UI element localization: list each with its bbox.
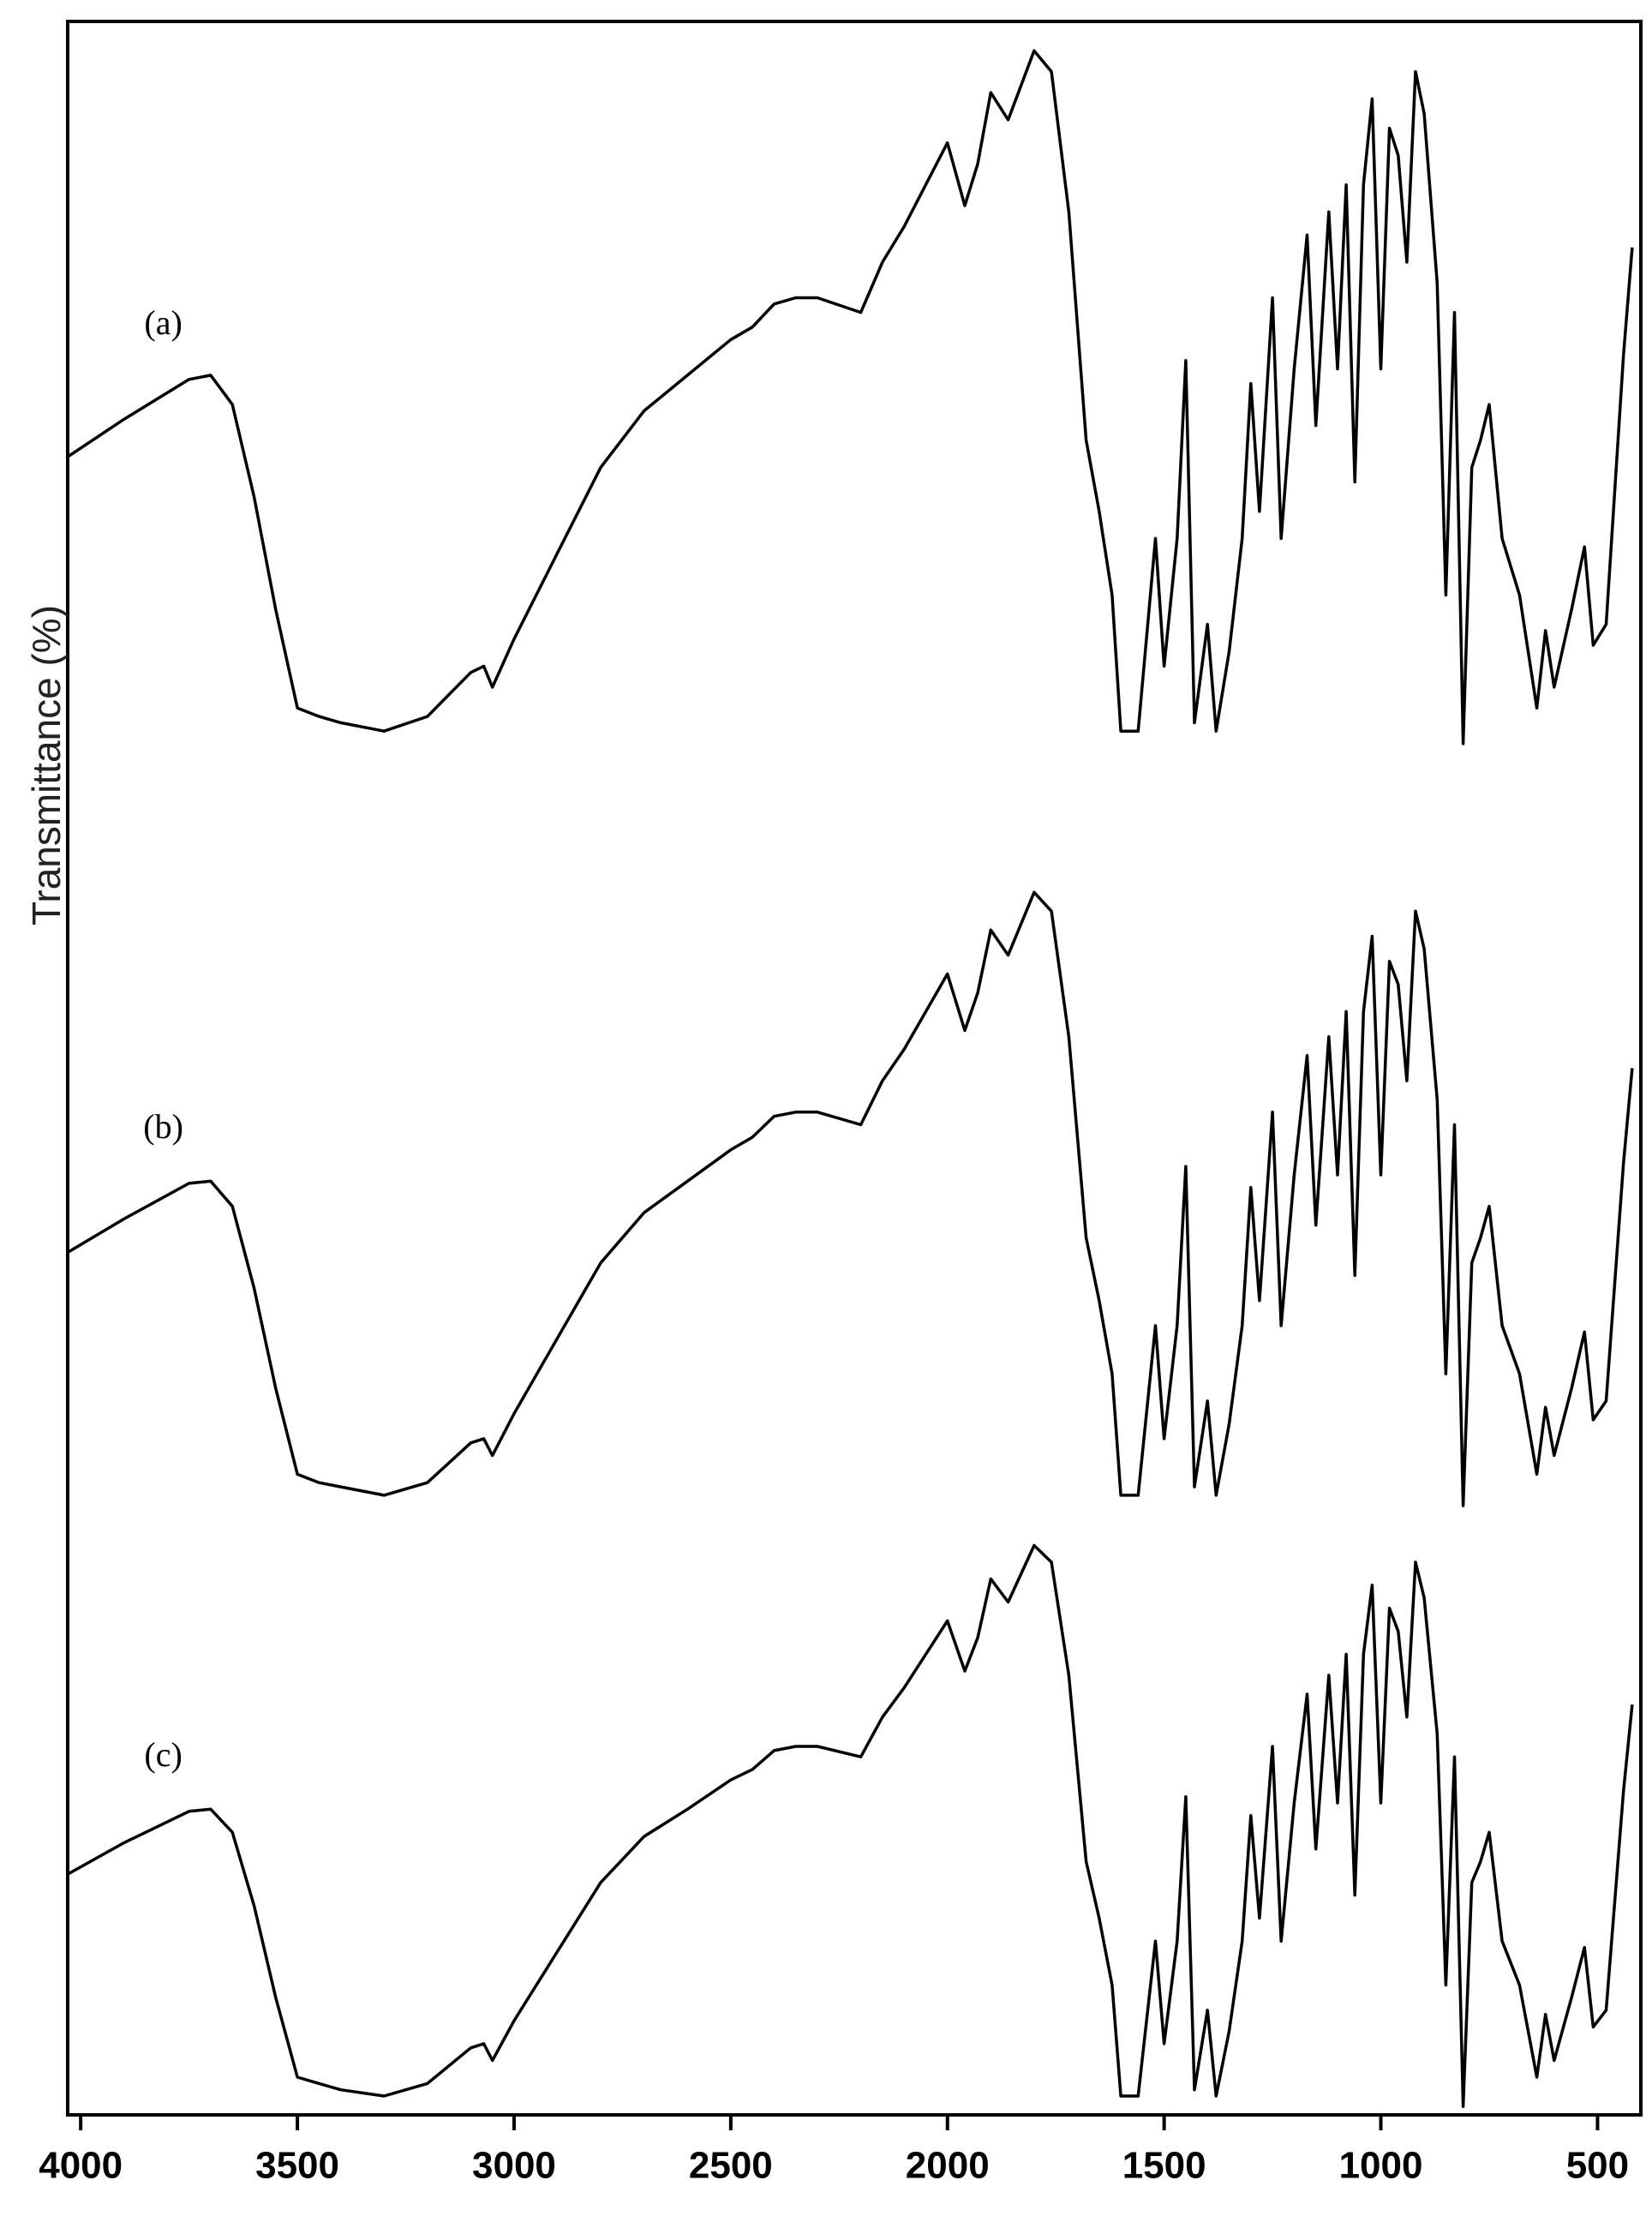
x-tick-label: 1000 [1339,2145,1423,2187]
spectrum-line [67,890,1634,1507]
x-tick-label: 2500 [689,2145,773,2187]
plot-frame [66,20,1643,2117]
x-tick-label: 3000 [472,2145,556,2187]
x-tick-label: 4000 [39,2145,123,2187]
x-tick-label: 3500 [255,2145,339,2187]
series-label: (a) [144,303,182,342]
x-tick-label: 2000 [906,2145,990,2187]
spectrum-line [67,1543,1634,2108]
x-tick-label: 500 [1566,2145,1629,2187]
series-label: (b) [143,1107,183,1146]
x-tick-label: 1500 [1122,2145,1206,2187]
y-axis-label: Transmittance (%) [24,605,69,925]
series-label: (c) [144,1735,182,1774]
spectrum-line [67,49,1634,746]
